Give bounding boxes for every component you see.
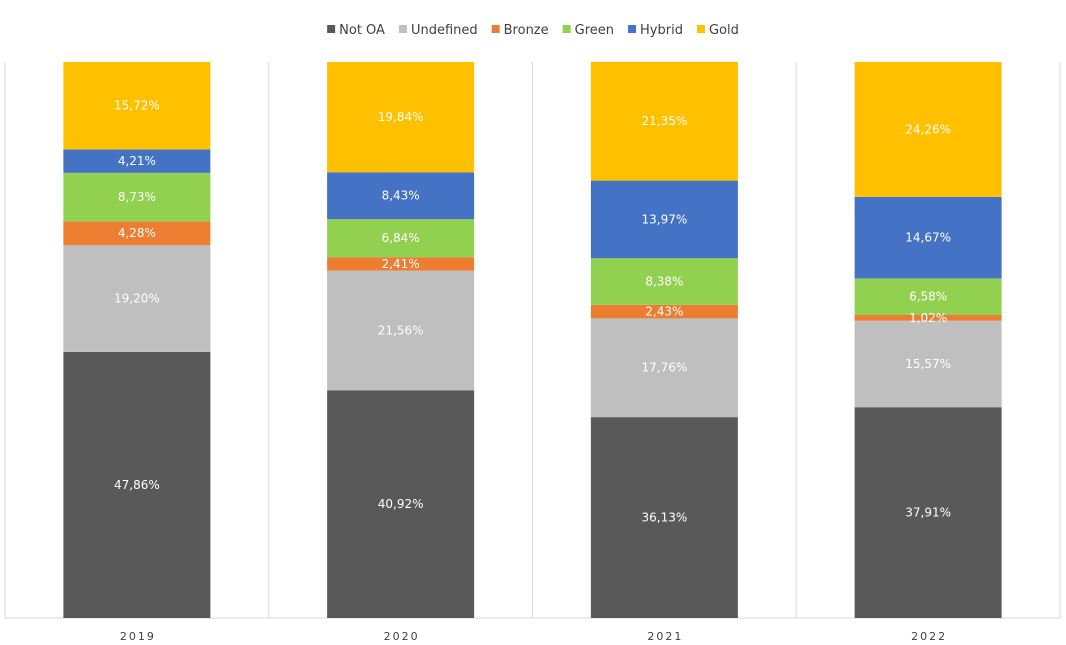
x-tick-label: 2020 bbox=[384, 630, 420, 643]
bar-segment-green-2020 bbox=[327, 219, 475, 258]
data-label: 13,97% bbox=[641, 212, 687, 226]
bar-segment-green-2019 bbox=[63, 172, 211, 222]
data-label: 14,67% bbox=[905, 231, 951, 245]
bar-segment-not-oa-2021 bbox=[590, 417, 738, 618]
bars bbox=[63, 61, 1002, 618]
bar-segment-undefined-2019 bbox=[63, 245, 211, 352]
data-label: 15,72% bbox=[114, 99, 160, 113]
legend-label: Bronze bbox=[504, 23, 549, 38]
bar-segment-not-oa-2019 bbox=[63, 351, 211, 618]
data-label: 40,92% bbox=[378, 497, 424, 511]
data-label: 8,73% bbox=[118, 190, 156, 204]
bar-segment-gold-2021 bbox=[590, 61, 738, 181]
data-label: 8,43% bbox=[382, 189, 420, 203]
legend-swatch bbox=[398, 25, 407, 33]
bar-segment-bronze-2021 bbox=[590, 304, 738, 319]
data-label: 21,35% bbox=[641, 114, 687, 128]
data-label: 6,58% bbox=[909, 290, 947, 304]
data-label: 19,84% bbox=[378, 110, 424, 124]
data-label: 4,21% bbox=[118, 154, 156, 168]
legend: Not OA Undefined Bronze Green Hybrid Gold bbox=[327, 23, 739, 38]
bar-segment-gold-2020 bbox=[327, 62, 475, 173]
data-label: 6,84% bbox=[382, 231, 420, 245]
legend-swatch bbox=[562, 25, 571, 33]
bar-segment-hybrid-2020 bbox=[327, 172, 475, 220]
data-label: 17,76% bbox=[641, 361, 687, 375]
x-tick-label: 2019 bbox=[120, 630, 156, 643]
data-label: 19,20% bbox=[114, 292, 160, 306]
data-label: 15,57% bbox=[905, 357, 951, 371]
legend-swatch bbox=[696, 25, 705, 33]
data-labels: 47,86% 19,20% 4,28% 8,73% 4,21% 15,72% 40,92% 2… bbox=[114, 99, 951, 525]
bar-segment-not-oa-2020 bbox=[327, 390, 475, 618]
legend-swatch bbox=[491, 25, 500, 33]
legend-label: Green bbox=[575, 23, 614, 38]
bar-segment-green-2021 bbox=[590, 258, 738, 305]
data-label: 24,26% bbox=[905, 122, 951, 136]
legend-swatch bbox=[628, 25, 637, 33]
legend-label: Not OA bbox=[339, 23, 385, 38]
data-label: 47,86% bbox=[114, 478, 160, 492]
data-label: 21,56% bbox=[378, 324, 424, 338]
bar-segment-undefined-2022 bbox=[854, 320, 1002, 408]
data-label: 2,41% bbox=[382, 257, 420, 271]
bar-segment-hybrid-2021 bbox=[590, 180, 738, 259]
bar-segment-gold-2019 bbox=[63, 62, 211, 150]
x-axis: 2019 2020 2021 2022 bbox=[120, 630, 947, 643]
legend-label: Gold bbox=[709, 23, 739, 38]
data-label: 37,91% bbox=[905, 506, 951, 520]
bar-segment-hybrid-2022 bbox=[854, 196, 1002, 279]
legend-item-hybrid: Hybrid bbox=[628, 23, 683, 38]
legend-label: Hybrid bbox=[640, 23, 683, 38]
bar-segment-bronze-2022 bbox=[854, 314, 1002, 321]
bar-segment-undefined-2020 bbox=[327, 270, 475, 391]
legend-swatch bbox=[327, 25, 336, 33]
data-label: 8,38% bbox=[645, 275, 683, 289]
data-label: 1,02% bbox=[909, 311, 947, 325]
x-tick-label: 2021 bbox=[647, 630, 683, 643]
bar-segment-gold-2022 bbox=[854, 61, 1002, 197]
bar-segment-bronze-2020 bbox=[327, 257, 475, 271]
bar-segment-not-oa-2022 bbox=[854, 407, 1002, 618]
bar-segment-undefined-2021 bbox=[590, 318, 738, 418]
bar-segment-hybrid-2019 bbox=[63, 149, 211, 173]
legend-item-green: Green bbox=[562, 23, 614, 38]
legend-item-undefined: Undefined bbox=[398, 23, 478, 38]
legend-item-not-oa: Not OA bbox=[327, 23, 385, 38]
bar-segment-bronze-2019 bbox=[63, 221, 211, 246]
data-label: 36,13% bbox=[641, 511, 687, 525]
data-label: 4,28% bbox=[118, 226, 156, 240]
x-tick-label: 2022 bbox=[911, 630, 947, 643]
data-label: 2,43% bbox=[645, 305, 683, 319]
legend-label: Undefined bbox=[411, 23, 478, 38]
legend-item-bronze: Bronze bbox=[491, 23, 549, 38]
bar-segment-green-2022 bbox=[854, 278, 1002, 315]
legend-item-gold: Gold bbox=[696, 23, 739, 38]
